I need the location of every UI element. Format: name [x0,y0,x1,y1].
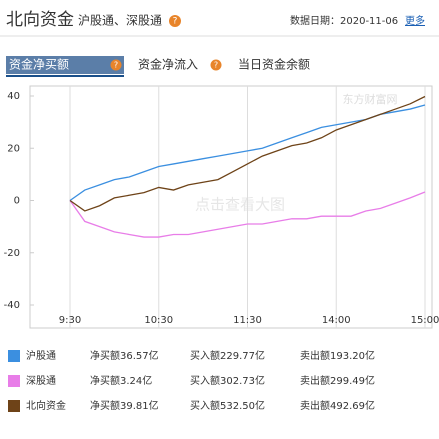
table-cell: 净买额36.57亿 [90,349,159,362]
date: 数据日期：2020-11-06 [290,14,398,27]
series-line [69,191,426,238]
legend-swatch [8,400,20,412]
tab-label[interactable]: 资金净买额 [9,57,69,72]
legend-label: 沪股通 [26,349,56,362]
y-tick-label: 0 [14,196,20,207]
y-tick-label: 40 [7,91,20,102]
tab-label[interactable]: 当日资金余额 [238,57,310,72]
legend-swatch [8,350,20,362]
series-line [69,95,426,212]
x-tick-label: 15:00 [411,315,439,326]
x-tick-label: 9:30 [59,315,81,326]
y-tick-label: 20 [7,143,20,154]
y-tick-label: -20 [4,248,20,259]
table-cell: 卖出额492.69亿 [300,399,375,412]
subtitle: 沪股通、深股通 [78,14,162,28]
table-cell: 净买额3.24亿 [90,374,152,387]
help-icon[interactable] [210,59,222,71]
help-text: ? [214,61,218,70]
x-tick-label: 14:00 [322,315,351,326]
table-cell: 卖出额193.20亿 [300,349,375,362]
tab-active[interactable] [6,56,124,74]
watermark: 点击查看大图 [195,196,285,214]
table-cell: 买入额229.77亿 [190,349,265,362]
table-cell: 卖出额299.49亿 [300,374,375,387]
title: 北向资金 [6,10,74,30]
help-text: ? [114,61,118,70]
x-tick-label: 10:30 [144,315,173,326]
y-tick-label: -40 [4,300,20,311]
help-icon[interactable] [110,59,122,71]
help-text: ? [173,17,178,27]
tab-label[interactable]: 资金净流入 [138,57,198,72]
legend-label: 深股通 [26,375,56,387]
legend-swatch [8,375,20,387]
logo: 东方财富网 [343,92,398,106]
table-cell: 买入额532.50亿 [190,399,265,412]
chart-frame [29,85,433,329]
table-cell: 买入额302.73亿 [190,374,265,387]
help-icon[interactable] [169,15,181,27]
more-link[interactable]: 更多 [405,14,425,27]
x-tick-label: 11:30 [233,315,262,326]
legend-label: 北向资金 [26,399,66,412]
table-cell: 净买额39.81亿 [90,399,159,412]
